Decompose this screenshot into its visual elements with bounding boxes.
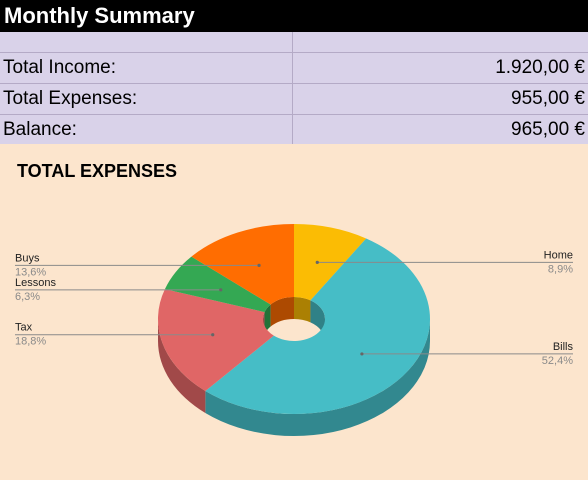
callout-label-lessons: Lessons — [15, 277, 56, 289]
summary-header: Monthly Summary — [0, 0, 588, 32]
table-cell-balance-label[interactable]: Balance: — [0, 115, 293, 144]
summary-table: Total Income: 1.920,00 € Total Expenses:… — [0, 32, 588, 144]
expenses-chart[interactable]: TOTAL EXPENSES Home 8,9% Bills 52,4% Tax 18,8… — [0, 146, 588, 480]
table-row-balance[interactable]: Balance: 965,00 € — [0, 115, 588, 144]
table-cell-income-label[interactable]: Total Income: — [0, 53, 293, 83]
table-row-expenses[interactable]: Total Expenses: 955,00 € — [0, 84, 588, 115]
table-row-income[interactable]: Total Income: 1.920,00 € — [0, 53, 588, 84]
pie-slice-lessons — [164, 256, 271, 313]
pie-side-tax — [158, 319, 206, 414]
total-expenses-value: 955,00 € — [511, 88, 585, 109]
total-income-label: Total Income: — [3, 57, 116, 78]
pie-inner-buys-1 — [270, 297, 294, 327]
pie-slice-buys — [191, 224, 294, 305]
callout-pct-bills: 52,4% — [542, 355, 573, 367]
total-expenses-label: Total Expenses: — [3, 88, 138, 109]
callout-pct-home: 8,9% — [548, 263, 573, 275]
pie-top-faces — [157, 224, 430, 414]
pie-side-bills — [205, 319, 430, 436]
callout-dot-lessons — [219, 288, 223, 292]
pie-slice-bills — [205, 238, 430, 414]
callout-label-buys: Buys — [15, 252, 40, 264]
callout-dot-buys — [257, 263, 261, 267]
callout-dot-tax — [211, 333, 215, 337]
pie-inner-walls — [263, 297, 325, 341]
callout-label-home: Home — [544, 249, 573, 261]
pie-slice-tax — [157, 289, 274, 392]
callout-pct-buys: 13,6% — [15, 266, 46, 278]
callout-pct-lessons: 6,3% — [15, 291, 40, 303]
pie-inner-bills-0 — [310, 300, 325, 341]
table-cell-expenses-label[interactable]: Total Expenses: — [0, 84, 293, 114]
pie-callouts: Home 8,9% Bills 52,4% Tax 18,8% Lessons 6,3% Buy… — [15, 249, 573, 367]
chart-title: TOTAL EXPENSES — [17, 161, 178, 181]
pie-chart-svg[interactable]: Home 8,9% Bills 52,4% Tax 18,8% Lessons 6,3% Buy… — [0, 146, 588, 480]
balance-label: Balance: — [3, 119, 77, 140]
pie-side-walls — [158, 319, 430, 436]
table-cell-blank[interactable] — [0, 32, 293, 52]
callout-pct-tax: 18,8% — [15, 336, 46, 348]
total-income-value: 1.920,00 € — [495, 57, 585, 78]
callout-label-tax: Tax — [15, 322, 33, 334]
callout-dot-bills — [360, 352, 364, 356]
pie-inner-lessons-1 — [264, 304, 271, 335]
callout-label-bills: Bills — [553, 341, 574, 353]
summary-title: Monthly Summary — [4, 3, 195, 28]
balance-value: 965,00 € — [511, 119, 585, 140]
callout-dot-home — [315, 260, 319, 264]
pie-inner-home-0 — [294, 297, 311, 323]
table-row-blank[interactable] — [0, 32, 588, 53]
